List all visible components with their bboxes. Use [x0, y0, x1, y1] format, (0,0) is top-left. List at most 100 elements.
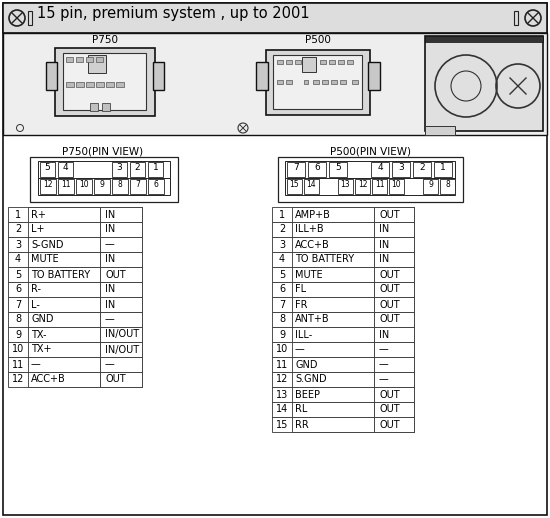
Bar	[100, 222, 142, 237]
Text: MUTE: MUTE	[31, 254, 59, 265]
Bar	[277, 80, 283, 84]
Text: —: —	[379, 344, 389, 354]
Bar	[285, 161, 455, 178]
Text: 5: 5	[335, 163, 341, 172]
Text: 1: 1	[279, 209, 285, 220]
Bar	[425, 126, 455, 135]
Text: 7: 7	[279, 299, 285, 309]
Bar	[292, 222, 374, 237]
Text: RR: RR	[295, 420, 309, 429]
Bar	[329, 162, 347, 177]
Bar	[86, 82, 94, 87]
Text: IN: IN	[379, 329, 389, 339]
Bar	[302, 57, 316, 72]
Text: 11: 11	[375, 180, 384, 189]
Text: 7: 7	[293, 163, 299, 172]
Text: MUTE: MUTE	[295, 269, 323, 280]
Text: P500: P500	[305, 35, 331, 45]
Text: 14: 14	[276, 405, 288, 414]
Bar	[272, 372, 414, 387]
Bar	[256, 62, 268, 90]
Bar	[100, 297, 142, 312]
Bar	[514, 11, 518, 25]
Bar	[55, 48, 155, 116]
Text: AMP+B: AMP+B	[295, 209, 331, 220]
Text: 10: 10	[12, 344, 24, 354]
Text: TX+: TX+	[31, 344, 52, 354]
Bar	[413, 162, 431, 177]
Bar	[100, 282, 142, 297]
Text: TX-: TX-	[31, 329, 47, 339]
Bar	[425, 36, 543, 131]
Bar	[76, 179, 92, 194]
Bar	[100, 372, 142, 387]
Text: ACC+B: ACC+B	[295, 239, 330, 250]
Text: IN/OUT: IN/OUT	[105, 329, 139, 339]
Bar	[308, 162, 326, 177]
Bar	[374, 207, 414, 222]
Text: —: —	[379, 375, 389, 384]
Text: OUT: OUT	[379, 209, 400, 220]
Bar	[272, 297, 414, 312]
Bar	[374, 252, 414, 267]
Text: 12: 12	[43, 180, 53, 189]
Text: 4: 4	[63, 163, 68, 172]
Bar	[374, 342, 414, 357]
Bar	[28, 237, 100, 252]
Text: 8: 8	[118, 180, 122, 189]
Bar	[340, 80, 346, 84]
Text: 3: 3	[398, 163, 404, 172]
Bar	[425, 36, 543, 42]
Bar	[8, 342, 142, 357]
Bar	[392, 162, 410, 177]
Bar	[292, 207, 374, 222]
Text: —: —	[31, 359, 41, 369]
Bar	[88, 55, 106, 73]
Bar	[8, 237, 142, 252]
Bar	[292, 267, 374, 282]
Text: 8: 8	[15, 314, 21, 324]
Bar	[28, 327, 100, 342]
Text: BEEP: BEEP	[295, 390, 320, 399]
Bar	[130, 179, 146, 194]
Bar	[374, 327, 414, 342]
Bar	[304, 80, 308, 84]
Bar	[130, 162, 145, 177]
Bar	[292, 342, 374, 357]
Bar	[329, 60, 335, 64]
Bar	[96, 82, 104, 87]
Bar	[286, 60, 292, 64]
Bar	[272, 312, 414, 327]
Text: 6: 6	[15, 284, 21, 295]
Bar	[374, 357, 414, 372]
Bar	[28, 357, 100, 372]
Text: 1: 1	[15, 209, 21, 220]
Bar	[374, 417, 414, 432]
Bar	[287, 179, 302, 194]
Text: 6: 6	[314, 163, 320, 172]
Bar	[40, 162, 55, 177]
Text: 11: 11	[61, 180, 71, 189]
Bar	[28, 11, 32, 25]
Text: 7: 7	[135, 180, 140, 189]
Text: P750: P750	[92, 35, 118, 45]
Bar	[372, 179, 387, 194]
Bar	[28, 312, 100, 327]
Text: 15: 15	[276, 420, 288, 429]
Text: IN: IN	[379, 224, 389, 235]
Text: GND: GND	[31, 314, 53, 324]
Bar	[153, 62, 164, 90]
Bar	[287, 162, 305, 177]
Bar	[374, 237, 414, 252]
Text: 8: 8	[279, 314, 285, 324]
Text: 9: 9	[428, 180, 433, 189]
Text: 10: 10	[392, 180, 402, 189]
Text: 2: 2	[419, 163, 425, 172]
Bar	[28, 342, 100, 357]
Text: 1: 1	[440, 163, 446, 172]
Text: L+: L+	[31, 224, 45, 235]
Bar	[371, 162, 389, 177]
Bar	[148, 179, 164, 194]
Bar	[374, 372, 414, 387]
Text: 9: 9	[100, 180, 104, 189]
